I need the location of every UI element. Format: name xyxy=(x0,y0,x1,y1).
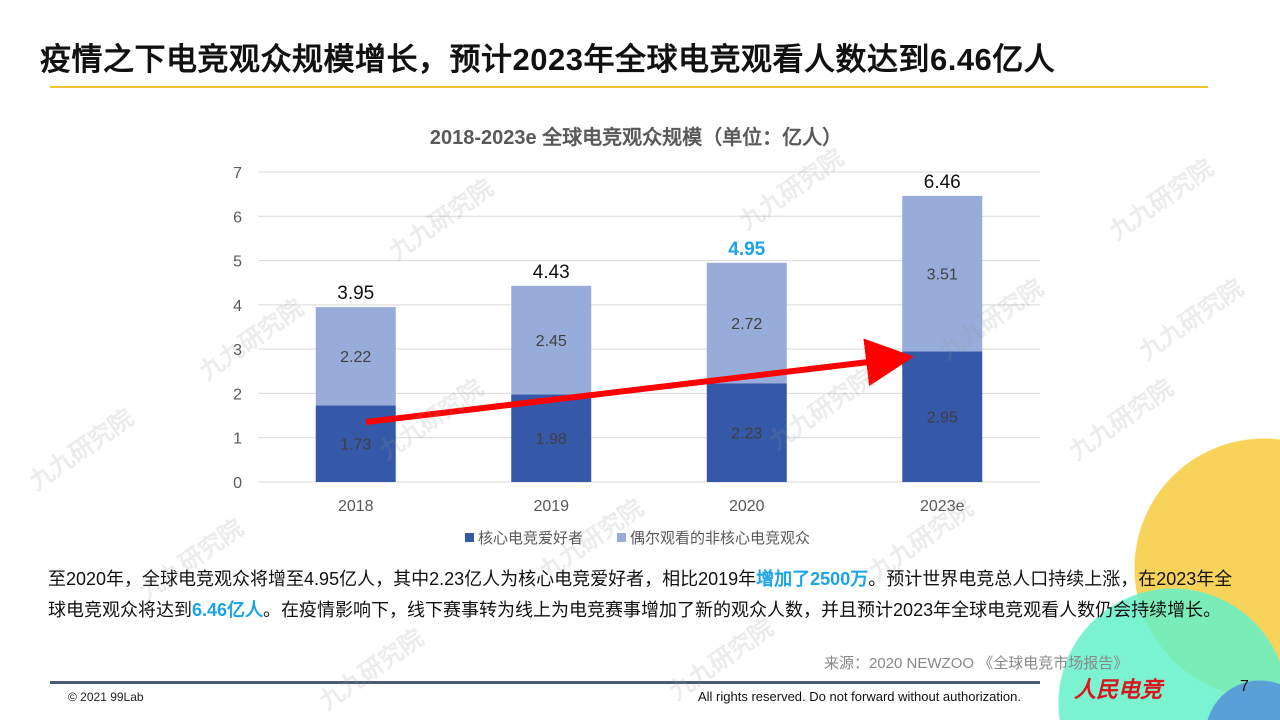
y-tick-label: 1 xyxy=(233,431,242,448)
x-tick-label: 2020 xyxy=(729,498,765,515)
bar-segment xyxy=(511,285,592,395)
x-tick-label: 2018 xyxy=(338,498,374,515)
chart-title: 2018-2023e 全球电竞观众规模（单位：亿人） xyxy=(430,125,842,149)
y-tick-label: 4 xyxy=(233,298,242,315)
segment-value-label: 2.22 xyxy=(340,349,371,366)
segment-value-label: 2.72 xyxy=(731,316,762,333)
bar-segment xyxy=(902,195,983,352)
y-tick-label: 5 xyxy=(233,254,242,271)
segment-value-label: 1.98 xyxy=(536,431,567,448)
total-value-label: 3.95 xyxy=(337,283,374,304)
x-tick-label: 2023e xyxy=(920,498,965,515)
total-value-label: 4.95 xyxy=(728,239,765,260)
segment-value-label: 2.95 xyxy=(927,410,958,427)
legend-swatch-casual xyxy=(617,533,626,542)
source-note: 来源：2020 NEWZOO 《全球电竞市场报告》 xyxy=(824,655,1129,672)
total-value-label: 4.43 xyxy=(533,262,570,283)
x-tick-label: 2019 xyxy=(533,498,569,515)
decor-circles xyxy=(1058,438,1280,720)
y-tick-label: 0 xyxy=(233,475,242,492)
legend-core: 核心电竞爱好者 xyxy=(478,529,583,547)
trend-arrow xyxy=(365,338,914,425)
highlight-text: 增加了2500万 xyxy=(756,569,869,589)
segment-value-label: 2.23 xyxy=(731,426,762,443)
segment-value-label: 2.45 xyxy=(536,333,567,350)
title-divider xyxy=(50,86,1208,88)
stacked-bar-chart: 2018-2023e 全球电竞观众规模（单位：亿人） 0 1 2 3 4 5 6 7 1.73 2… xyxy=(233,125,1040,547)
watermark: 九九研究院 xyxy=(314,624,429,716)
y-tick-label: 7 xyxy=(233,165,242,182)
bar-segment xyxy=(511,394,592,482)
page-title: 疫情之下电竞观众规模增长，预计2023年全球电竞观看人数达到6.46亿人 xyxy=(40,42,1056,77)
summary-paragraph: 至2020年，全球电竞观众将增至4.95亿人，其中2.23亿人为核心电竞爱好者，… xyxy=(48,564,1238,626)
bar-segment xyxy=(902,351,983,482)
brand-logo: 人民电竞 xyxy=(1074,677,1163,703)
y-tick-label: 2 xyxy=(233,386,242,403)
rights-notice: All rights reserved. Do not forward with… xyxy=(698,689,1021,704)
text: 至2020年，全球电竞观众将增至4.95亿人，其中2.23亿人为核心电竞爱好者，… xyxy=(48,569,757,589)
bar-segment xyxy=(706,383,787,482)
legend-swatch-core xyxy=(465,533,474,542)
bar-segment xyxy=(315,307,396,406)
bar-segment xyxy=(706,262,787,384)
y-tick-label: 3 xyxy=(233,342,242,359)
y-tick-label: 6 xyxy=(233,209,242,226)
page-number: 7 xyxy=(1240,678,1249,695)
segment-value-label: 1.73 xyxy=(340,437,371,454)
legend: 核心电竞爱好者 偶尔观看的非核心电竞观众 xyxy=(465,529,810,547)
segment-value-label: 3.51 xyxy=(927,267,958,284)
legend-casual: 偶尔观看的非核心电竞观众 xyxy=(630,529,810,547)
copyright: © 2021 99Lab xyxy=(68,690,144,704)
total-value-label: 6.46 xyxy=(924,172,961,193)
text: 。在疫情影响下，线下赛事转为线上为电竞赛事增加了新的观众人数，并且预计2023年… xyxy=(263,600,1222,620)
text: 。预计世界电竞总人口持续上涨，在2023年全球电竞观众将达到 xyxy=(48,569,1233,620)
footer-divider xyxy=(50,681,1040,684)
highlight-text: 6.46亿人 xyxy=(192,600,264,620)
